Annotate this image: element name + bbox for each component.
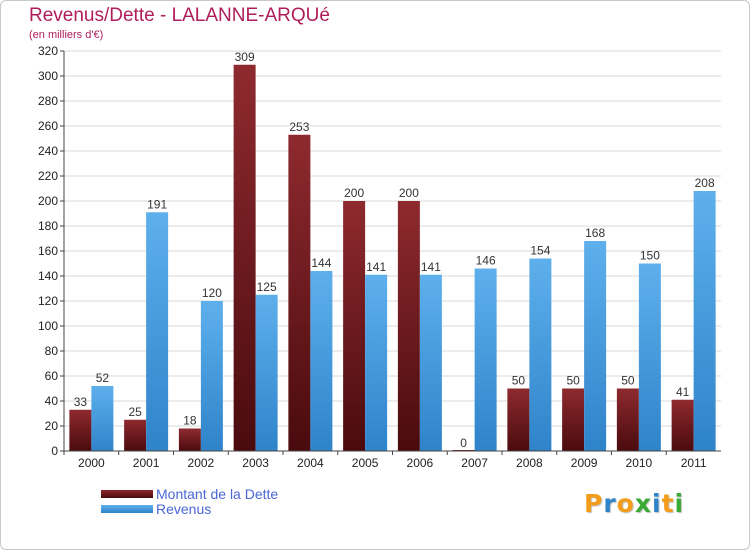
x-tick-label-2010: 2010 [626, 456, 653, 470]
data-label-dette-2003: 309 [235, 50, 255, 64]
x-tick-label-2000: 2000 [78, 456, 105, 470]
y-tick-label-160: 160 [38, 244, 58, 258]
bar-revenus-2002 [200, 301, 223, 451]
bar-dette-2000 [69, 409, 92, 451]
y-tick-label-140: 140 [38, 269, 58, 283]
bar-revenus-2006 [419, 274, 442, 451]
y-tick-label-80: 80 [45, 344, 59, 358]
legend-label-dette: Montant de la Dette [156, 486, 279, 502]
y-tick-label-260: 260 [38, 119, 58, 133]
bar-revenus-2010 [638, 263, 661, 451]
bar-dette-2009 [562, 388, 585, 451]
bar-revenus-2007 [474, 268, 497, 451]
x-tick-label-2005: 2005 [352, 456, 379, 470]
data-label-revenus-2004: 144 [311, 256, 331, 270]
data-label-dette-2007: 0 [460, 436, 467, 450]
bar-dette-2003 [233, 64, 256, 451]
data-label-revenus-2010: 150 [640, 249, 660, 263]
bar-dette-2010 [616, 388, 639, 451]
data-label-dette-2009: 50 [566, 374, 580, 388]
data-label-dette-2006: 200 [399, 186, 419, 200]
bar-revenus-2000 [91, 386, 114, 451]
y-tick-label-100: 100 [38, 319, 58, 333]
chart-subtitle: (en milliers d'€) [29, 29, 104, 41]
data-label-revenus-2000: 52 [96, 371, 110, 385]
y-tick-label-60: 60 [45, 369, 59, 383]
data-label-revenus-2002: 120 [202, 286, 222, 300]
y-tick-label-180: 180 [38, 219, 58, 233]
grid-lines [64, 50, 721, 452]
y-tick-label-280: 280 [38, 94, 58, 108]
bars [69, 64, 716, 451]
x-tick-label-2003: 2003 [242, 456, 269, 470]
bar-dette-2001 [124, 419, 147, 451]
data-label-revenus-2008: 154 [530, 244, 550, 258]
data-label-revenus-2006: 141 [421, 260, 441, 274]
legend-swatch-revenus [101, 505, 153, 513]
data-label-dette-2005: 200 [344, 186, 364, 200]
x-tick-label-2001: 2001 [133, 456, 160, 470]
x-tick-label-2008: 2008 [516, 456, 543, 470]
bar-revenus-2009 [584, 241, 607, 451]
x-tick-label-2002: 2002 [188, 456, 215, 470]
y-tick-label-300: 300 [38, 69, 58, 83]
data-label-dette-2004: 253 [289, 120, 309, 134]
x-tick-label-2006: 2006 [407, 456, 434, 470]
data-label-revenus-2001: 191 [147, 197, 167, 211]
x-tick-label-2009: 2009 [571, 456, 598, 470]
data-label-dette-2008: 50 [512, 374, 526, 388]
y-tick-label-320: 320 [38, 44, 58, 58]
bar-revenus-2011 [693, 191, 716, 451]
legend-swatch-dette [101, 490, 153, 498]
data-labels: 33 52 25 191 18 120 309 125 253 144 200 141 200 141 0 1… [74, 50, 715, 450]
proxiti-logo: Proxiti [584, 489, 685, 518]
bar-dette-2011 [671, 399, 694, 451]
axes: 0204060801001201401601802002202402602803… [38, 44, 721, 470]
y-tick-label-240: 240 [38, 144, 58, 158]
y-tick-label-40: 40 [45, 394, 59, 408]
bar-revenus-2003 [255, 294, 278, 451]
data-label-revenus-2003: 125 [257, 280, 277, 294]
x-tick-label-2011: 2011 [681, 456, 707, 470]
y-tick-label-0: 0 [51, 444, 58, 458]
y-tick-label-200: 200 [38, 194, 58, 208]
bar-dette-2008 [507, 388, 530, 451]
data-label-revenus-2009: 168 [585, 226, 605, 240]
data-label-revenus-2011: 208 [695, 176, 715, 190]
bar-dette-2006 [397, 201, 420, 451]
data-label-revenus-2005: 141 [366, 260, 386, 274]
y-tick-label-220: 220 [38, 169, 58, 183]
data-label-dette-2001: 25 [128, 405, 142, 419]
data-label-dette-2010: 50 [621, 374, 635, 388]
chart-title: Revenus/Dette - LALANNE-ARQUé [29, 5, 330, 26]
bar-revenus-2001 [146, 212, 169, 451]
bar-revenus-2005 [365, 274, 388, 451]
y-tick-label-120: 120 [38, 294, 58, 308]
bar-revenus-2008 [529, 258, 552, 451]
bar-revenus-2004 [310, 271, 333, 451]
data-label-dette-2000: 33 [74, 395, 88, 409]
data-label-dette-2011: 41 [676, 385, 690, 399]
x-tick-label-2007: 2007 [461, 456, 488, 470]
bar-dette-2005 [343, 201, 366, 451]
bar-dette-2004 [288, 134, 311, 451]
x-tick-label-2004: 2004 [297, 456, 324, 470]
data-label-dette-2002: 18 [183, 414, 197, 428]
data-label-revenus-2007: 146 [476, 254, 496, 268]
legend-label-revenus: Revenus [156, 501, 212, 517]
y-tick-label-20: 20 [45, 419, 59, 433]
bar-dette-2002 [178, 428, 201, 451]
